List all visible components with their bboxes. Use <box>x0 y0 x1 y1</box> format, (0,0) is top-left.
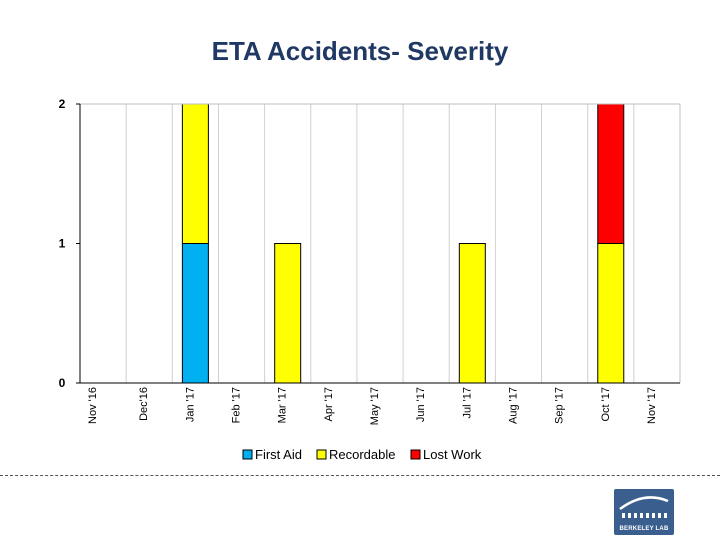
legend: First Aid Recordable Lost Work <box>242 447 482 462</box>
bar-recordable <box>181 103 209 244</box>
grid-lines <box>125 104 635 383</box>
logo-text: BERKELEY LAB <box>619 526 669 532</box>
x-tick-label: Oct '17 <box>600 387 612 422</box>
bar-recordable <box>274 243 302 384</box>
x-tick-label: Jun '17 <box>415 387 427 422</box>
y-tick-labels: 0 1 2 <box>59 97 80 390</box>
x-tick-label: Mar '17 <box>277 387 289 423</box>
x-tick-labels: Nov '16 Dec'16 Jan '17 Feb '17 Mar '17 Apr '1… <box>87 387 658 425</box>
legend-label-recordable: Recordable <box>329 447 396 462</box>
bar-recordable <box>597 243 625 384</box>
x-tick-label: Nov '17 <box>646 387 658 424</box>
x-tick-label: Nov '16 <box>87 387 99 424</box>
footer-divider <box>0 475 720 476</box>
y-tick-label: 1 <box>59 237 66 251</box>
axes <box>79 103 681 384</box>
bar-recordable <box>458 243 486 384</box>
berkeley-lab-logo-icon <box>619 496 669 518</box>
x-tick-label: May '17 <box>369 387 381 425</box>
legend-label-lost-work: Lost Work <box>423 447 482 462</box>
bars <box>181 103 625 384</box>
chart-title: ETA Accidents- Severity <box>211 36 509 66</box>
bar-first-aid <box>181 243 209 384</box>
legend-swatch-lost-work <box>410 449 421 460</box>
legend-swatch-recordable <box>316 449 327 460</box>
x-tick-label: Apr '17 <box>323 387 335 422</box>
x-tick-label: Jul '17 <box>461 387 473 418</box>
bar-lost-work <box>597 103 625 244</box>
legend-swatch-first-aid <box>242 449 253 460</box>
berkeley-lab-logo: BERKELEY LAB <box>614 489 674 535</box>
x-tick-label: Aug '17 <box>507 387 519 424</box>
y-tick-label: 0 <box>59 376 66 390</box>
chart: 0 1 2 Nov '16 Dec'16 Jan '17 Feb '17 Mar '17 Ap… <box>59 97 681 462</box>
y-tick-label: 2 <box>59 97 66 111</box>
x-tick-label: Jan '17 <box>184 387 196 422</box>
x-tick-label: Feb '17 <box>231 387 243 423</box>
x-tick-label: Dec'16 <box>138 387 150 421</box>
legend-label-first-aid: First Aid <box>255 447 302 462</box>
x-tick-label: Sep '17 <box>554 387 566 424</box>
